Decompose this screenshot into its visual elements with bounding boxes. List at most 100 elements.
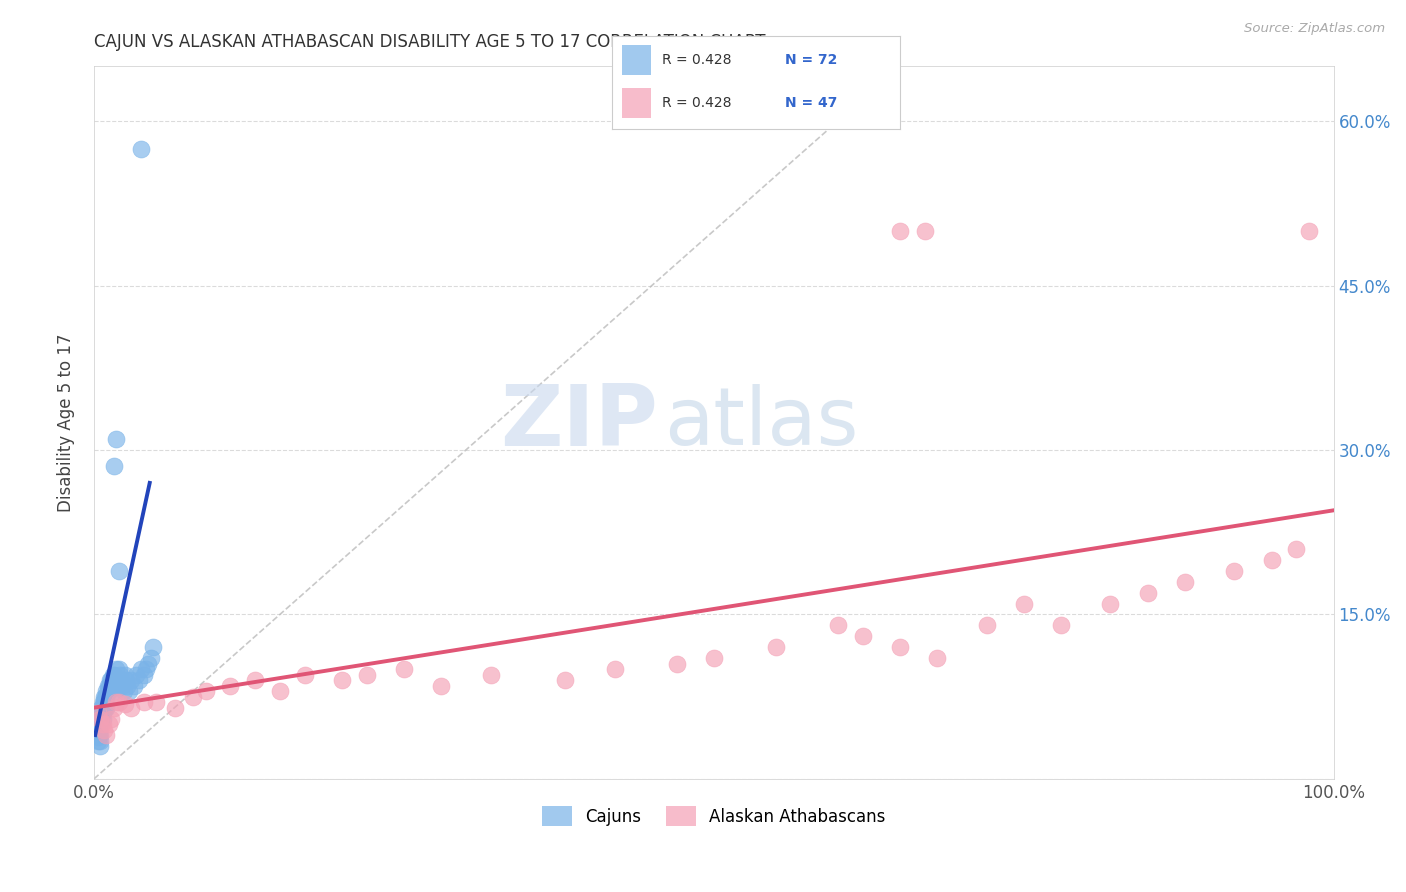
Point: [889, 640, 911, 655]
Y-axis label: Disability Age 5 to 17: Disability Age 5 to 17: [58, 334, 75, 512]
Point: [96, 695, 118, 709]
Point: [97, 679, 120, 693]
Text: ZIP: ZIP: [501, 381, 658, 464]
Point: [219, 679, 242, 693]
Point: [1174, 574, 1197, 589]
Point: [93, 700, 115, 714]
Point: [96, 700, 118, 714]
Point: [330, 673, 353, 688]
Point: [112, 684, 135, 698]
Point: [94, 690, 117, 704]
Point: [86, 706, 108, 720]
Point: [107, 564, 129, 578]
Point: [181, 690, 204, 704]
Point: [103, 679, 125, 693]
Point: [93, 690, 115, 704]
Point: [89, 717, 111, 731]
Point: [114, 667, 136, 681]
Point: [100, 679, 122, 693]
Point: [101, 667, 124, 681]
Point: [914, 224, 936, 238]
Point: [93, 695, 115, 709]
Point: [1099, 597, 1122, 611]
Text: N = 72: N = 72: [785, 53, 837, 67]
Point: [100, 673, 122, 688]
Point: [129, 662, 152, 676]
Point: [87, 723, 110, 737]
Point: [703, 651, 725, 665]
Point: [103, 667, 125, 681]
Point: [84, 723, 107, 737]
Point: [94, 695, 117, 709]
Text: N = 47: N = 47: [785, 96, 837, 110]
Point: [145, 695, 167, 709]
Point: [430, 679, 453, 693]
Point: [135, 662, 157, 676]
Point: [392, 662, 415, 676]
Point: [1285, 541, 1308, 556]
Point: [243, 673, 266, 688]
FancyBboxPatch shape: [621, 88, 651, 118]
Point: [132, 667, 155, 681]
Point: [122, 679, 145, 693]
Point: [765, 640, 787, 655]
Text: atlas: atlas: [664, 384, 859, 461]
Point: [1298, 224, 1320, 238]
Legend: Cajuns, Alaskan Athabascans: Cajuns, Alaskan Athabascans: [533, 797, 894, 835]
Point: [105, 679, 128, 693]
Text: R = 0.428: R = 0.428: [662, 53, 731, 67]
Point: [117, 684, 139, 698]
Point: [86, 731, 108, 745]
Point: [1050, 618, 1073, 632]
Point: [87, 717, 110, 731]
Point: [120, 700, 142, 714]
Point: [1223, 564, 1246, 578]
Point: [97, 679, 120, 693]
Point: [97, 684, 120, 698]
Point: [86, 728, 108, 742]
Point: [87, 728, 110, 742]
Point: [107, 673, 129, 688]
Point: [120, 673, 142, 688]
Point: [89, 739, 111, 753]
Point: [93, 723, 115, 737]
Point: [103, 459, 125, 474]
Point: [1012, 597, 1035, 611]
Point: [107, 662, 129, 676]
Point: [356, 667, 378, 681]
Point: [101, 679, 124, 693]
Point: [89, 712, 111, 726]
Point: [139, 651, 162, 665]
Point: [925, 651, 948, 665]
Point: [91, 717, 114, 731]
Point: [96, 684, 118, 698]
Point: [163, 700, 186, 714]
Point: [107, 679, 129, 693]
Point: [194, 684, 217, 698]
Point: [105, 432, 128, 446]
Point: [98, 673, 121, 688]
Point: [117, 679, 139, 693]
Text: R = 0.428: R = 0.428: [662, 96, 731, 110]
Point: [851, 629, 873, 643]
Text: CAJUN VS ALASKAN ATHABASCAN DISABILITY AGE 5 TO 17 CORRELATION CHART: CAJUN VS ALASKAN ATHABASCAN DISABILITY A…: [94, 33, 765, 51]
Point: [107, 695, 129, 709]
Point: [104, 673, 127, 688]
Point: [90, 712, 112, 726]
Point: [142, 640, 165, 655]
Point: [108, 667, 131, 681]
Point: [111, 679, 134, 693]
Point: [827, 618, 849, 632]
Point: [115, 673, 138, 688]
Point: [100, 712, 122, 726]
Point: [269, 684, 291, 698]
Point: [132, 695, 155, 709]
Point: [90, 700, 112, 714]
Point: [89, 728, 111, 742]
Point: [976, 618, 998, 632]
Point: [91, 706, 114, 720]
Point: [91, 712, 114, 726]
Point: [665, 657, 688, 671]
Point: [89, 712, 111, 726]
Point: [554, 673, 576, 688]
